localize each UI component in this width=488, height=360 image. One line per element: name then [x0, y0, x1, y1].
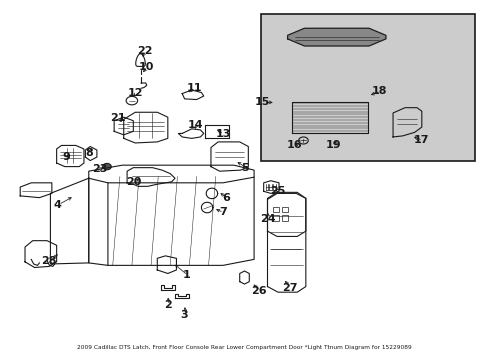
- Bar: [273, 207, 279, 212]
- Text: 25: 25: [270, 186, 285, 196]
- Bar: [273, 215, 279, 221]
- Text: 20: 20: [125, 177, 141, 187]
- Text: 17: 17: [413, 135, 428, 145]
- Text: 2: 2: [163, 300, 171, 310]
- Text: 15: 15: [255, 98, 270, 107]
- Text: 26: 26: [250, 286, 266, 296]
- Text: 22: 22: [137, 46, 152, 56]
- Polygon shape: [287, 28, 385, 46]
- Circle shape: [102, 163, 111, 170]
- Bar: [281, 215, 287, 221]
- Text: 2009 Cadillac DTS Latch, Front Floor Console Rear Lower Compartment Door *Light : 2009 Cadillac DTS Latch, Front Floor Con…: [77, 345, 411, 350]
- Text: 8: 8: [85, 148, 92, 158]
- Text: 13: 13: [215, 129, 230, 139]
- Bar: [281, 207, 287, 212]
- Text: 19: 19: [325, 140, 340, 150]
- Text: 18: 18: [371, 86, 386, 96]
- Text: 6: 6: [222, 193, 230, 203]
- Text: 16: 16: [286, 140, 302, 150]
- Text: 4: 4: [54, 200, 61, 210]
- Text: 14: 14: [187, 120, 203, 130]
- Text: 5: 5: [241, 163, 249, 173]
- Text: 9: 9: [62, 152, 70, 162]
- Text: 3: 3: [181, 310, 188, 320]
- Text: 21: 21: [109, 113, 125, 123]
- Text: 28: 28: [41, 256, 57, 266]
- Text: 12: 12: [127, 87, 142, 98]
- Text: 1: 1: [183, 270, 190, 280]
- Text: 11: 11: [186, 83, 202, 93]
- Text: 23: 23: [92, 164, 107, 174]
- Text: 24: 24: [259, 214, 275, 224]
- Text: 7: 7: [219, 207, 226, 217]
- Text: 10: 10: [139, 62, 154, 72]
- Text: 27: 27: [282, 283, 297, 293]
- Bar: [261, 14, 473, 161]
